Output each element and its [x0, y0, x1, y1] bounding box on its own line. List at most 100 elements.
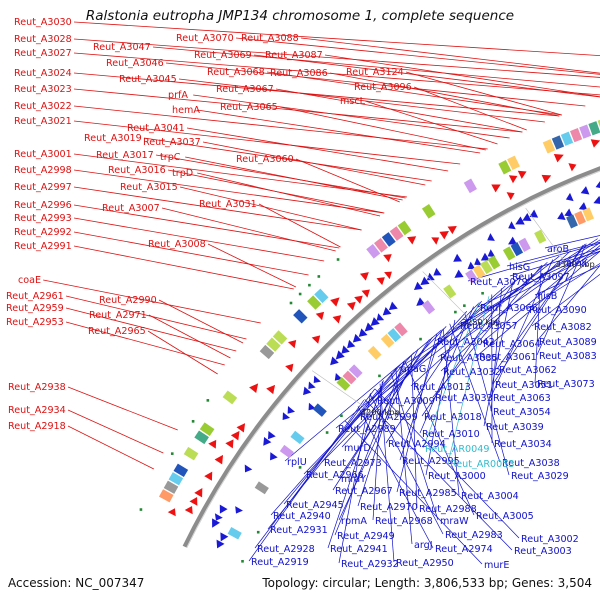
forward-gene-arrow [184, 506, 193, 515]
gene-label: Reut_A3024 [14, 68, 72, 79]
gene-label: Reut_A3009 [377, 396, 435, 407]
gene-label: Reut_A3086 [270, 68, 328, 79]
scale-tick [525, 208, 566, 264]
outer-cog-block [421, 204, 436, 219]
inner-cog-block [582, 207, 594, 222]
reverse-gene-arrow [595, 181, 600, 189]
reverse-gene-arrow [341, 345, 350, 354]
gene-label: Reut_A3000 [428, 471, 486, 482]
gene-label: Reut_AR0049 [425, 444, 489, 455]
forward-gene-arrow [287, 339, 297, 349]
inner-cog-block [336, 377, 351, 391]
leader-line [73, 52, 600, 96]
gene-label: Reut_A2974 [435, 544, 493, 555]
gene-label: Reut_A3079 [470, 277, 528, 288]
leader-line [364, 399, 513, 551]
inner-cog-block [510, 242, 524, 257]
gene-label: Reut_A3030 [14, 17, 72, 28]
outer-cog-block [168, 472, 184, 486]
marker-dot [191, 420, 195, 423]
scale-label: 3300 kbp [556, 259, 595, 269]
gene-label: Reut_A3035 [440, 353, 498, 364]
gene-label: Reut_A2928 [257, 544, 315, 555]
forward-gene-arrow [167, 508, 176, 517]
gene-label: Reut_A2938 [8, 382, 66, 393]
gene-label: Reut_A2992 [14, 227, 72, 238]
leader-line [357, 406, 434, 549]
gene-label: Reut_A3029 [511, 471, 569, 482]
forward-gene-arrow [266, 384, 276, 395]
gene-label: Reut_A3054 [493, 407, 551, 418]
reverse-gene-arrow [420, 276, 430, 286]
gene-label: Reut_A3017 [96, 150, 154, 161]
leader-line [490, 259, 554, 398]
gene-label: Reut_A3069 [194, 50, 252, 61]
outer-cog-block [560, 131, 574, 146]
reverse-gene-arrow [313, 375, 321, 383]
gene-label: Reut_A3096 [354, 82, 412, 93]
gene-label: Reut_A2934 [8, 405, 66, 416]
forward-gene-arrow [346, 301, 356, 311]
inner-cog-block [574, 210, 586, 225]
gene-label: Reut_A3124 [346, 67, 404, 78]
forward-gene-arrow [354, 295, 363, 304]
outer-cog-block [307, 295, 322, 310]
leader-line [73, 231, 309, 276]
leader-line [73, 245, 294, 290]
inner-cog-block [443, 284, 457, 299]
outer-cog-block [551, 135, 565, 150]
marker-dot [340, 414, 343, 418]
leader-line [161, 207, 336, 252]
gene-label: Reut_A2990 [99, 295, 157, 306]
gene-label: Reut_A2989 [338, 424, 396, 435]
gene-label: Reut_A3034 [494, 439, 552, 450]
marker-dot [308, 283, 311, 287]
outer-cog-block [159, 489, 174, 503]
inner-cog-block [380, 333, 395, 348]
reverse-gene-arrow [376, 313, 385, 321]
leader-line [327, 380, 384, 549]
reverse-gene-arrow [330, 356, 339, 366]
gene-label: mraW [440, 516, 469, 527]
gene-label: apaG [401, 364, 426, 375]
gene-label: Reut_A3042 [437, 337, 495, 348]
gene-label: Reut_A2967 [335, 486, 393, 497]
forward-gene-arrow [431, 237, 440, 245]
reverse-gene-arrow [508, 221, 516, 230]
gene-label: Reut_A3047 [93, 42, 151, 53]
reverse-gene-arrow [352, 333, 362, 343]
leader-line [335, 276, 522, 429]
leader-line [73, 38, 600, 78]
gene-label: Reut_A3083 [539, 351, 597, 362]
leader-line [303, 326, 447, 475]
outer-cog-block [199, 422, 215, 437]
outer-cog-block [259, 344, 275, 360]
reverse-gene-arrow [467, 261, 476, 270]
reverse-gene-arrow [388, 301, 398, 311]
leader-line [73, 186, 362, 231]
leader-line [197, 109, 481, 154]
leader-line [334, 361, 405, 536]
inner-cog-block [312, 403, 327, 417]
topology-text: Topology: circular; Length: 3,806,533 bp… [262, 576, 592, 590]
outer-cog-block [542, 139, 556, 154]
gene-label: murD [344, 443, 371, 454]
inner-cog-block [421, 300, 436, 315]
reverse-gene-arrow [515, 216, 525, 225]
gene-label: Reut_A2971 [89, 310, 147, 321]
gene-label: Reut_A3027 [14, 48, 72, 59]
leader-line [379, 383, 395, 563]
forward-gene-arrow [508, 175, 518, 184]
gene-label: Reut_A2940 [273, 511, 331, 522]
inner-cog-block [487, 255, 501, 270]
gene-label: Reut_A2961 [6, 291, 64, 302]
inner-cog-block [480, 259, 493, 275]
leader-line [329, 72, 560, 117]
reverse-gene-arrow [364, 322, 374, 332]
gene-label: Reut_A2995 [402, 456, 460, 467]
gene-label: Reut_A3060 [236, 154, 294, 165]
reverse-gene-arrow [487, 249, 496, 257]
leader-line [197, 172, 381, 217]
forward-gene-arrow [330, 297, 340, 307]
